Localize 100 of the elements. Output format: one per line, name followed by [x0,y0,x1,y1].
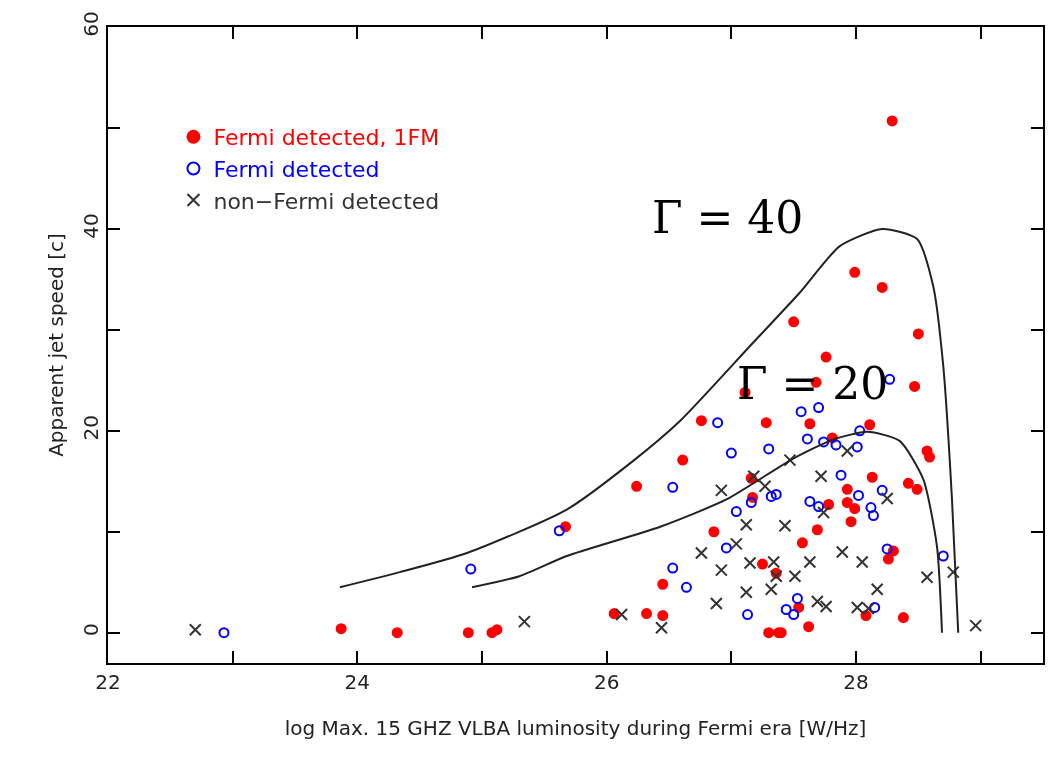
point [841,483,853,495]
point [764,582,778,596]
point [729,537,743,551]
point [730,506,742,518]
point [667,562,679,574]
annotation: Γ = 20 [737,358,889,409]
point [725,447,737,459]
point [851,441,863,453]
y-tick-label: 0 [79,623,103,637]
point [803,555,817,569]
y-tick-label: 60 [79,11,103,37]
point [763,443,775,455]
point [911,483,923,495]
point [864,419,876,431]
point [739,585,753,599]
y-axis-title: Apparent jet speed [c] [44,233,68,457]
point [841,496,853,508]
point [791,592,803,604]
point [886,115,898,127]
point [763,627,775,639]
point [920,570,934,584]
point [865,502,877,514]
annotation: Γ = 40 [652,192,804,243]
y-tick-label: 40 [79,213,103,239]
point [742,609,754,621]
point [820,351,832,363]
point [813,402,825,414]
point [869,601,881,613]
point [870,582,884,596]
point [778,519,792,533]
point [218,627,230,639]
point [814,469,828,483]
point [880,491,894,505]
point [803,621,815,633]
point [695,415,707,427]
point [849,266,861,278]
x-tick-label: 26 [593,670,620,694]
point [946,565,960,579]
point [813,501,825,513]
point [745,496,757,508]
point [335,623,347,635]
legend-label: Fermi detected, 1FM [213,125,440,151]
point [912,328,924,340]
point [909,380,921,392]
point [852,489,864,501]
point [866,471,878,483]
point [804,495,816,507]
point [783,453,797,467]
point [758,479,772,493]
point [795,406,807,418]
point [769,569,783,583]
point [188,623,202,637]
point [739,518,753,532]
point [796,537,808,549]
point [655,621,669,635]
point [553,525,565,537]
point [714,483,728,497]
x-axis-title: log Max. 15 GHZ VLBA luminosity during Fermi era [W/Hz] [284,716,867,740]
point [845,516,857,528]
point [657,578,669,590]
point [819,599,833,613]
point [788,316,800,328]
point [924,451,936,463]
point [465,563,477,575]
point [462,627,474,639]
point [811,524,823,536]
point [788,569,802,583]
point [855,555,869,569]
point [788,609,800,621]
point [743,556,757,570]
point [817,506,831,520]
x-tick-label: 24 [344,670,371,694]
point [854,425,866,437]
point [902,477,914,489]
point [680,581,692,593]
point [849,503,861,515]
y-tick-label: 20 [79,415,103,441]
point [714,563,728,577]
point [657,610,669,622]
point [767,555,781,569]
point [823,499,835,510]
point [867,510,879,522]
point [667,481,679,493]
point [770,488,782,500]
point [876,484,888,496]
point [810,594,824,608]
point [969,619,983,633]
point [760,417,772,429]
point [897,612,909,624]
point [615,608,629,622]
point [804,418,816,430]
point [801,433,813,445]
point [780,604,792,615]
x-tick-label: 22 [95,670,121,694]
point [391,627,403,639]
point [517,615,531,629]
point [491,624,503,636]
point [830,439,842,451]
x-tick-label: 28 [843,670,869,694]
point [757,558,768,570]
